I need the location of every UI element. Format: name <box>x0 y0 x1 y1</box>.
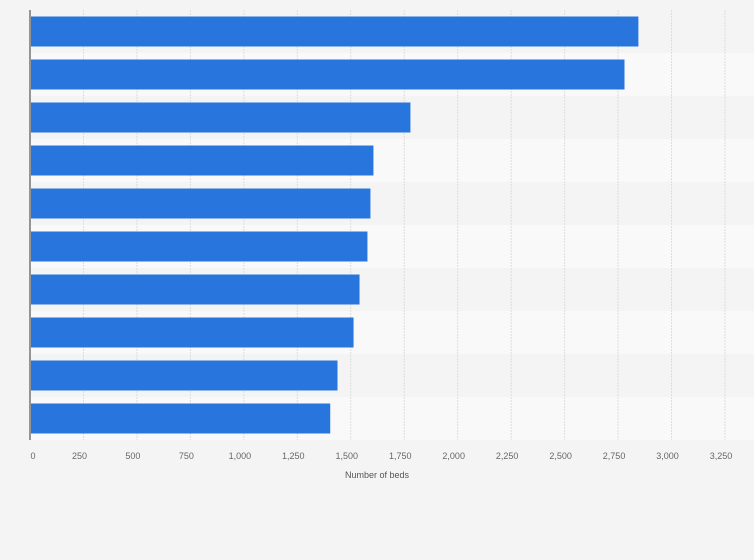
x-tick-label: 250 <box>72 451 87 461</box>
x-axis-label: Number of beds <box>345 470 410 480</box>
bar[interactable] <box>31 102 411 133</box>
x-tick-label: 2,000 <box>442 451 465 461</box>
bar[interactable] <box>31 317 354 348</box>
x-tick-label: 3,000 <box>656 451 679 461</box>
x-tick-label: 500 <box>125 451 140 461</box>
bar[interactable] <box>31 59 625 90</box>
x-tick-label: 1,250 <box>282 451 305 461</box>
x-tick-labels: 0 250 500 750 1,000 1,250 1,500 1,750 2,000 2,250… <box>30 451 732 461</box>
x-tick-label: 2,750 <box>603 451 626 461</box>
x-tick-label: 2,250 <box>496 451 519 461</box>
x-tick-label: 2,500 <box>549 451 572 461</box>
x-tick-label: 1,750 <box>389 451 412 461</box>
x-tick-label: 1,500 <box>336 451 359 461</box>
bar[interactable] <box>31 231 368 262</box>
bar[interactable] <box>31 360 338 391</box>
bar[interactable] <box>31 403 331 434</box>
bar[interactable] <box>31 274 360 305</box>
x-tick-label: 0 <box>30 451 35 461</box>
bar[interactable] <box>31 188 371 219</box>
bar[interactable] <box>31 145 374 176</box>
bar[interactable] <box>31 16 639 47</box>
bars <box>31 16 639 434</box>
x-tick-label: 750 <box>179 451 194 461</box>
x-tick-label: 1,000 <box>229 451 252 461</box>
x-tick-label: 3,250 <box>710 451 733 461</box>
